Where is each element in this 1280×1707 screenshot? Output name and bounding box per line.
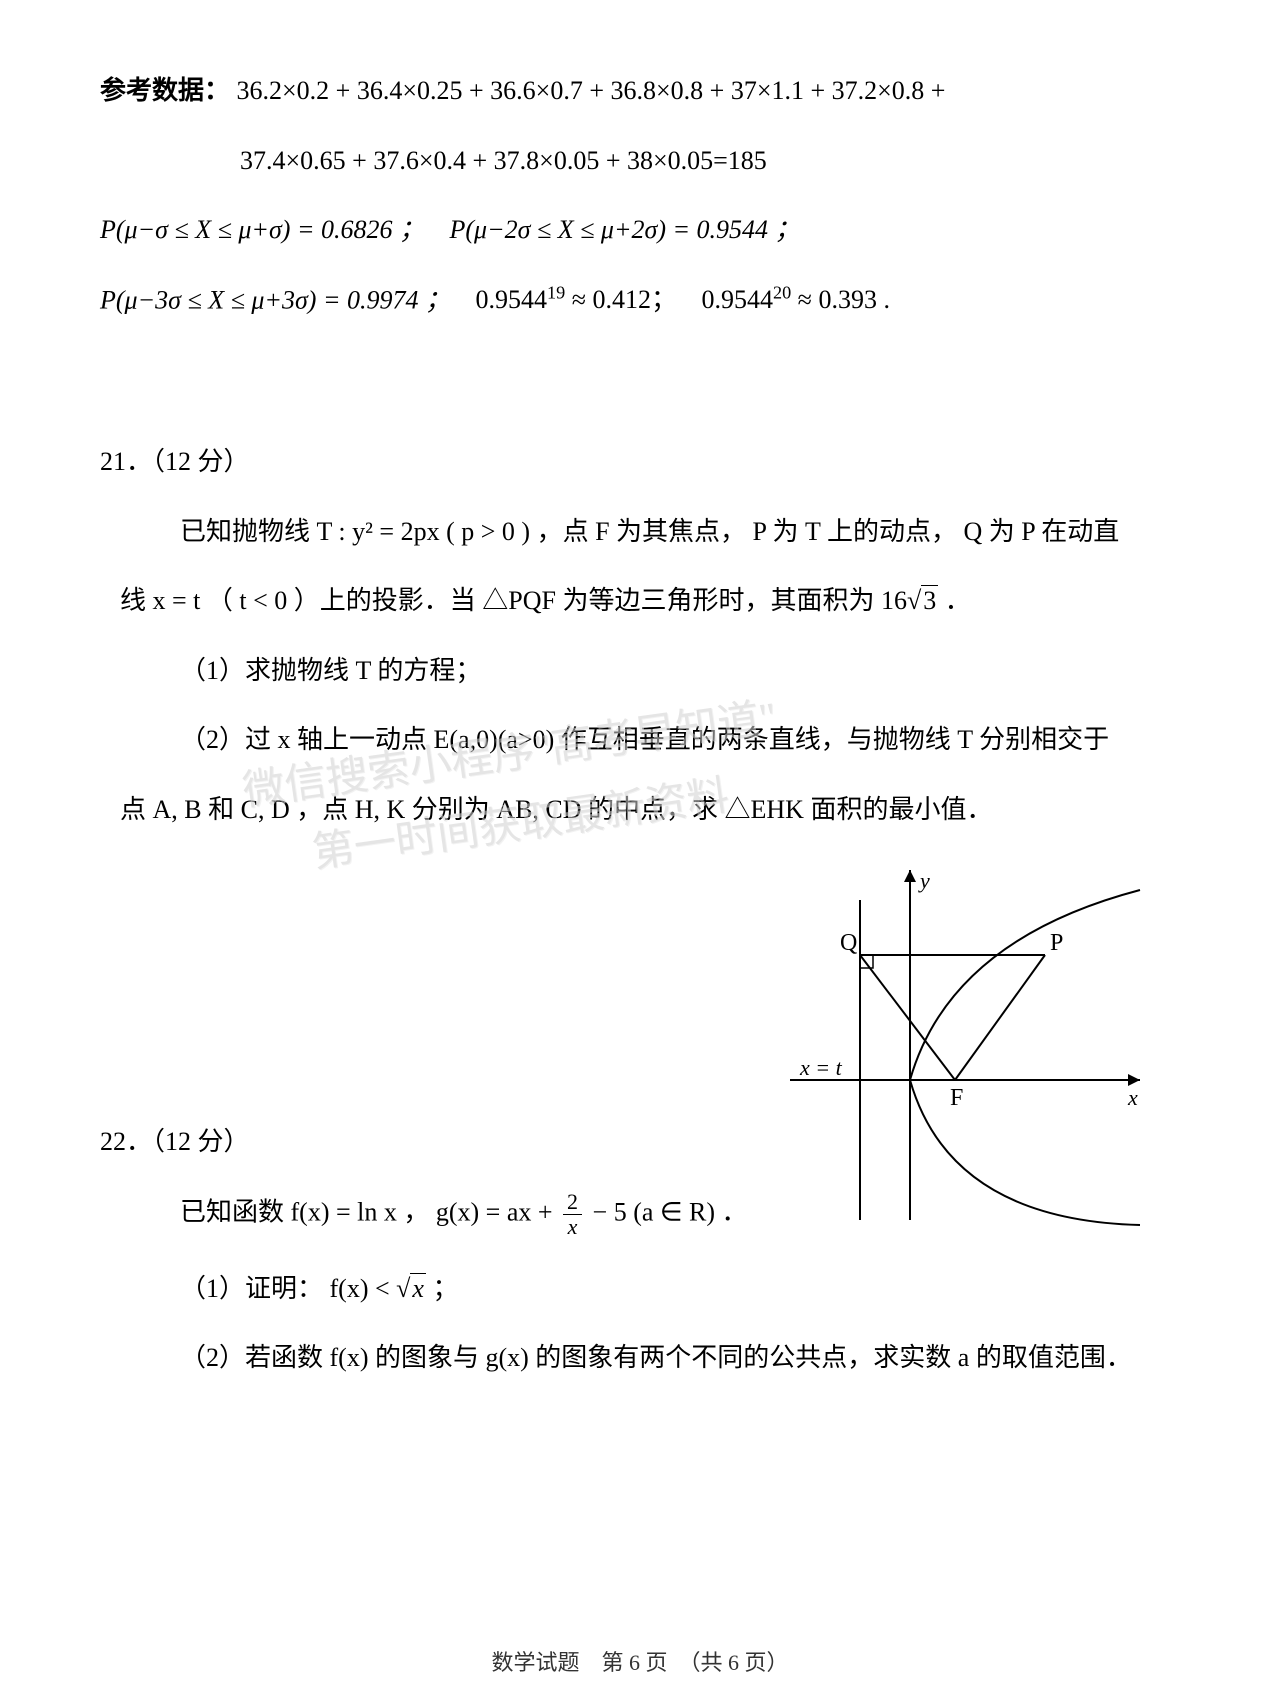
reference-line-2: 37.4×0.65 + 37.6×0.4 + 37.8×0.05 + 38×0.… [100, 140, 1180, 182]
q22-sub1: （1）证明： f(x) < x ； [100, 1268, 1180, 1310]
label-y-axis: y [918, 868, 930, 893]
page-footer: 数学试题 第 6 页 （共 6 页） [0, 1645, 1280, 1677]
p-sigma-3: P(μ−3σ ≤ X ≤ μ+3σ) = 0.9974 ； [100, 285, 451, 314]
q21-intro-b: 线 x = t （ t < 0 ）上的投影．当 △PQF 为等边三角形时，其面积… [100, 580, 1180, 622]
sqrt-3-icon: 3 [907, 586, 938, 615]
reference-label: 参考数据： [100, 70, 230, 112]
q21-sub2b: 点 A, B 和 C, D ，点 H, K 分别为 AB, CD 的中点，求 △… [100, 789, 1180, 831]
prob-line-2: P(μ−3σ ≤ X ≤ μ+3σ) = 0.9974 ； 0.954419 ≈… [100, 279, 1180, 321]
label-P: P [1050, 930, 1063, 956]
q21-sub1: （1）求抛物线 T 的方程； [100, 650, 1180, 692]
approx2-exp: 20 [773, 283, 791, 303]
prob-line-1: P(μ−σ ≤ X ≤ μ+σ) = 0.6826 ； P(μ−2σ ≤ X ≤… [100, 209, 1180, 251]
approx-2: 0.954420 ≈ 0.393 . [701, 285, 889, 314]
approx-1: 0.954419 ≈ 0.412； [476, 285, 684, 314]
calc-line-1: 36.2×0.2 + 36.4×0.25 + 36.6×0.7 + 36.8×0… [237, 76, 946, 105]
q22-sub2: （2）若函数 f(x) 的图象与 g(x) 的图象有两个不同的公共点，求实数 a… [100, 1337, 1180, 1379]
reference-line-1: 参考数据： 36.2×0.2 + 36.4×0.25 + 36.6×0.7 + … [100, 70, 1180, 112]
label-F: F [950, 1085, 963, 1111]
q21-sub2a: （2）过 x 轴上一动点 E(a,0)(a>0) 作互相垂直的两条直线，与抛物线… [100, 719, 1180, 761]
approx2-val: ≈ 0.393 . [791, 285, 890, 314]
p-sigma-1: P(μ−σ ≤ X ≤ μ+σ) = 0.6826 ； [100, 215, 425, 244]
approx2-base: 0.9544 [701, 285, 773, 314]
label-Q: Q [840, 930, 857, 956]
label-x-eq-t: x = t [799, 1055, 843, 1080]
approx1-exp: 19 [547, 283, 565, 303]
approx1-val: ≈ 0.412； [565, 285, 677, 314]
label-x-axis: x [1127, 1085, 1138, 1110]
q21-number: 21．（12 分） [100, 441, 1180, 483]
fraction-2-over-x: 2 x [563, 1190, 582, 1239]
calc-line-2: 37.4×0.65 + 37.6×0.4 + 37.8×0.05 + 38×0.… [240, 146, 767, 175]
sqrt-x-icon: x [396, 1274, 426, 1303]
p-sigma-2: P(μ−2σ ≤ X ≤ μ+2σ) = 0.9544 ； [450, 215, 801, 244]
q21-diagram: Q P F x = t y x [790, 860, 1150, 1235]
parabola-diagram-icon: Q P F x = t y x [790, 860, 1150, 1230]
q21-intro-a: 已知抛物线 T : y² = 2px ( p > 0 ) ，点 F 为其焦点， … [100, 511, 1180, 553]
approx1-base: 0.9544 [476, 285, 548, 314]
